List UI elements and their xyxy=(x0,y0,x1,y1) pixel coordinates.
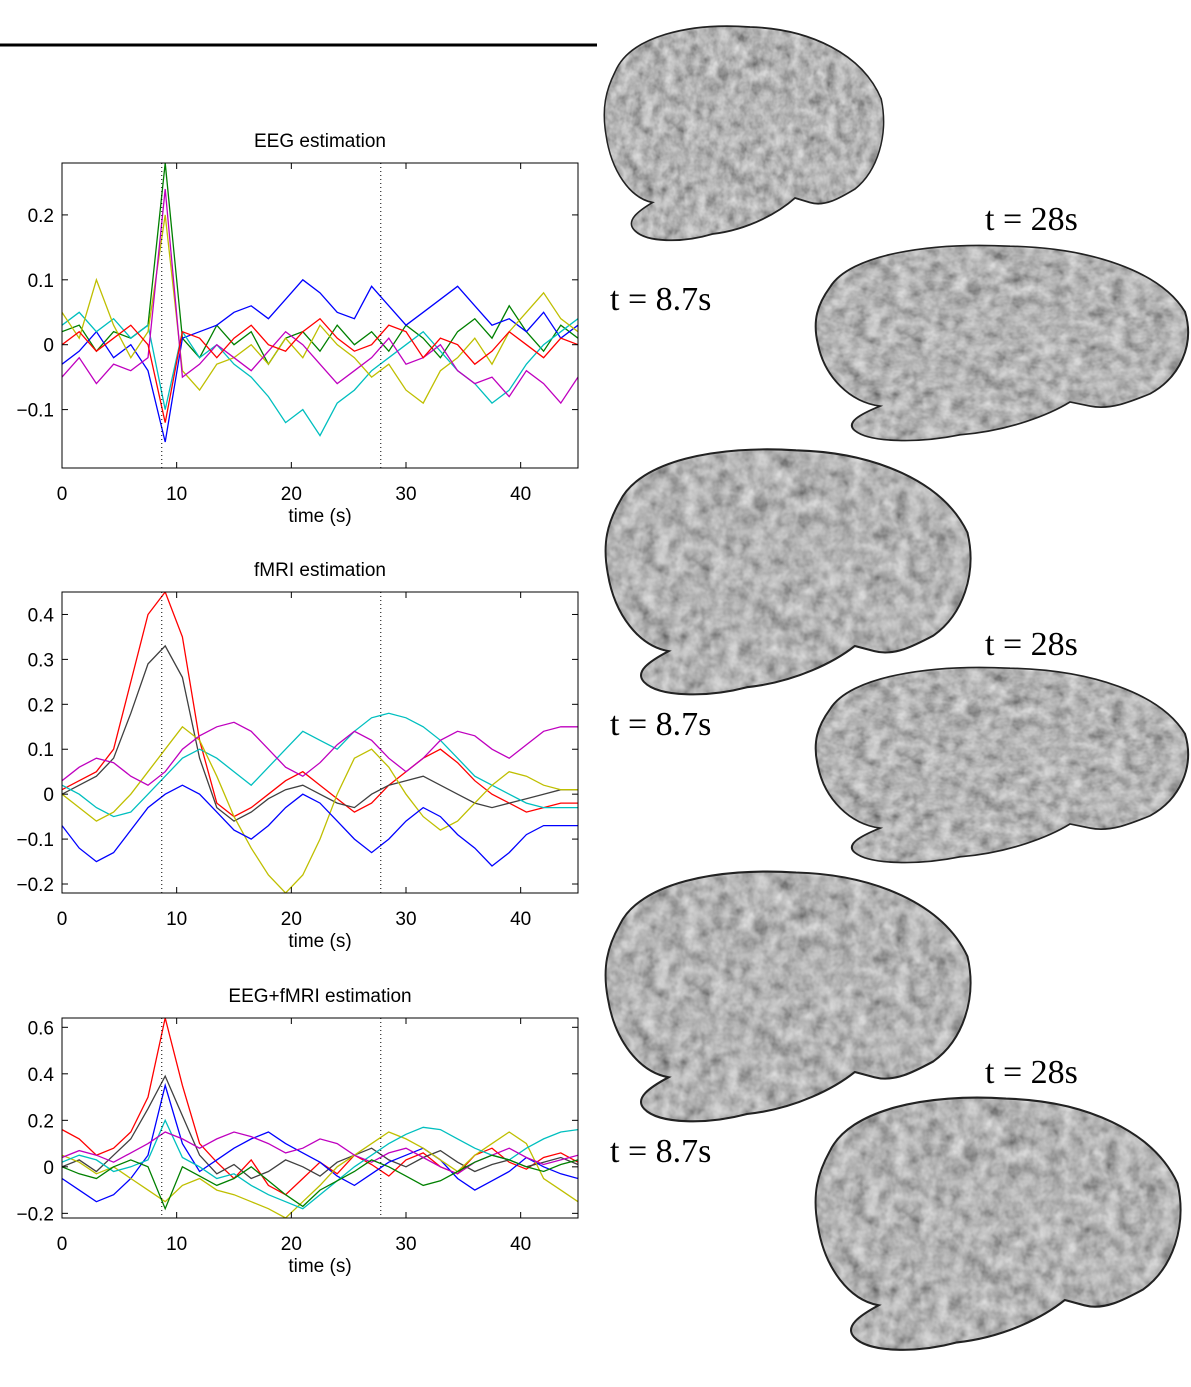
time-label: t = 28s xyxy=(985,201,1078,238)
brain-render xyxy=(814,666,1190,864)
data-line xyxy=(62,725,578,893)
time-label: t = 8.7s xyxy=(610,1133,711,1170)
y-tick-label: 0 xyxy=(43,336,54,357)
data-line xyxy=(62,721,578,786)
x-tick-label: 30 xyxy=(395,909,416,930)
x-tick-label: 10 xyxy=(166,909,187,930)
time-label: t = 8.7s xyxy=(610,281,711,318)
x-tick-label: 40 xyxy=(510,1234,531,1255)
brain-render xyxy=(603,25,885,242)
y-tick-label: −0.2 xyxy=(16,1204,54,1225)
x-axis-label: time (s) xyxy=(288,506,351,527)
time-label: t = 28s xyxy=(985,626,1078,663)
x-tick-label: 40 xyxy=(510,909,531,930)
data-line xyxy=(62,784,578,867)
y-tick-label: 0.1 xyxy=(28,271,54,292)
data-line xyxy=(62,1154,578,1211)
x-tick-label: 40 xyxy=(510,484,531,505)
time-label: t = 28s xyxy=(985,1054,1078,1091)
x-tick-label: 20 xyxy=(281,484,302,505)
brain-render xyxy=(604,448,972,696)
data-line xyxy=(62,188,578,405)
y-tick-label: 0.4 xyxy=(28,1065,55,1086)
y-tick-label: 0.6 xyxy=(28,1018,54,1039)
x-tick-label: 20 xyxy=(281,1234,302,1255)
axes-frame xyxy=(61,1017,579,1219)
x-axis-label: time (s) xyxy=(288,931,351,952)
y-tick-label: 0 xyxy=(43,1158,54,1179)
y-tick-label: 0.1 xyxy=(28,740,54,761)
data-line xyxy=(62,311,578,437)
x-axis-label: time (s) xyxy=(288,1256,351,1277)
plot-lines xyxy=(62,592,578,893)
y-tick-label: 0.2 xyxy=(28,1111,54,1132)
brain-render xyxy=(814,1096,1182,1351)
x-tick-label: 0 xyxy=(57,909,68,930)
y-tick-label: 0 xyxy=(43,785,54,806)
data-line xyxy=(62,644,578,822)
data-line xyxy=(62,1082,578,1203)
data-line xyxy=(62,592,578,818)
y-tick-label: 0.2 xyxy=(28,206,54,227)
chart-title: EEG estimation xyxy=(254,131,386,152)
data-line xyxy=(62,1131,578,1218)
y-tick-label: 0.4 xyxy=(28,605,55,626)
data-line xyxy=(62,317,578,423)
data-line xyxy=(62,1074,578,1180)
axes-frame xyxy=(61,162,579,469)
brain-render xyxy=(604,870,972,1123)
chart-title: fMRI estimation xyxy=(254,560,386,581)
plot-area xyxy=(62,1018,578,1218)
x-tick-label: 10 xyxy=(166,1234,187,1255)
plot-area xyxy=(62,163,578,468)
plot-lines xyxy=(62,163,578,443)
x-tick-label: 10 xyxy=(166,484,187,505)
x-tick-label: 0 xyxy=(57,1234,68,1255)
y-tick-label: −0.1 xyxy=(16,830,54,851)
x-tick-label: 20 xyxy=(281,909,302,930)
x-tick-label: 30 xyxy=(395,484,416,505)
time-label: t = 8.7s xyxy=(610,706,711,743)
plot-lines xyxy=(62,1018,578,1218)
data-line xyxy=(62,278,578,443)
x-tick-label: 0 xyxy=(57,484,68,505)
y-tick-label: −0.1 xyxy=(16,401,54,422)
data-line xyxy=(62,214,578,405)
axes-frame xyxy=(61,591,579,894)
chart-title: EEG+fMRI estimation xyxy=(228,986,411,1007)
brain-render xyxy=(814,244,1190,442)
x-tick-label: 30 xyxy=(395,1234,416,1255)
y-tick-label: −0.2 xyxy=(16,875,54,896)
y-tick-label: 0.3 xyxy=(28,650,54,671)
plot-area xyxy=(62,592,578,893)
y-tick-label: 0.2 xyxy=(28,695,54,716)
